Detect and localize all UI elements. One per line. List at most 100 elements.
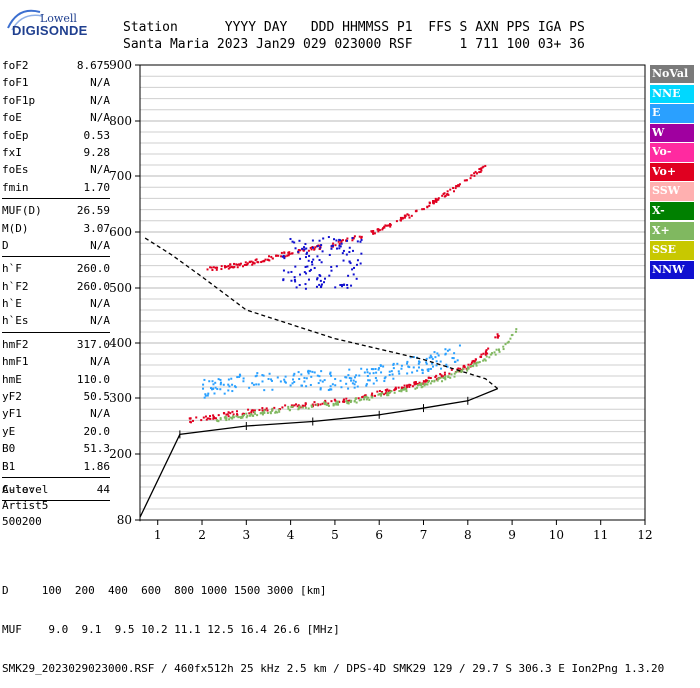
data-point <box>395 220 398 223</box>
data-point <box>220 265 223 268</box>
data-point <box>452 187 455 190</box>
data-point <box>353 400 356 403</box>
data-point <box>348 251 351 254</box>
data-point <box>378 389 381 392</box>
legend-item-nne: NNE <box>650 84 694 103</box>
data-point <box>507 340 510 343</box>
data-point <box>341 239 344 242</box>
data-point <box>304 265 307 268</box>
data-point <box>342 398 345 401</box>
data-point <box>244 261 247 264</box>
data-point <box>269 411 272 414</box>
data-point <box>390 390 393 393</box>
data-point <box>353 235 356 238</box>
data-point <box>227 415 230 418</box>
data-point <box>454 360 457 363</box>
data-point <box>473 362 476 365</box>
data-point <box>449 376 452 379</box>
data-point <box>372 231 375 234</box>
data-point <box>303 246 306 249</box>
data-point <box>336 400 339 403</box>
data-point <box>408 366 411 369</box>
data-point <box>216 388 219 391</box>
data-point <box>496 335 499 338</box>
data-point <box>345 253 348 256</box>
data-point <box>320 261 323 264</box>
data-point <box>316 245 319 248</box>
data-point <box>257 383 260 386</box>
data-point <box>429 354 432 357</box>
data-point <box>227 389 230 392</box>
data-point <box>368 372 371 375</box>
data-point <box>231 383 234 386</box>
data-point <box>339 245 342 248</box>
data-point <box>377 230 380 233</box>
data-point <box>309 246 312 249</box>
data-point <box>456 370 459 373</box>
data-point <box>440 374 443 377</box>
data-point <box>451 357 454 360</box>
data-point <box>203 378 206 381</box>
data-point <box>294 265 297 268</box>
data-point <box>303 380 306 383</box>
data-point <box>322 237 325 240</box>
data-point <box>347 374 350 377</box>
data-point <box>299 406 302 409</box>
param-label: MUF(D) <box>2 204 42 218</box>
data-point <box>278 408 281 411</box>
data-point <box>349 401 352 404</box>
param-value: N/A <box>90 111 110 125</box>
data-point <box>353 266 356 269</box>
data-point <box>241 416 244 419</box>
data-point <box>212 387 215 390</box>
data-point <box>345 400 348 403</box>
data-point <box>239 416 242 419</box>
data-point <box>367 396 370 399</box>
data-point <box>407 214 410 217</box>
data-point <box>375 371 378 374</box>
data-point <box>432 199 435 202</box>
data-point <box>220 268 223 271</box>
data-point <box>418 383 421 386</box>
data-point <box>232 415 235 418</box>
param-value: 0.53 <box>83 128 111 142</box>
data-point <box>298 377 301 380</box>
data-point <box>436 352 439 355</box>
data-point <box>506 341 509 344</box>
data-point <box>439 376 442 379</box>
data-point <box>441 380 444 383</box>
data-point <box>282 254 285 257</box>
param-label: foF1p <box>2 93 36 107</box>
data-point <box>377 228 380 231</box>
data-point <box>353 376 356 379</box>
param-label: foF2 <box>2 59 29 72</box>
data-point <box>227 264 230 267</box>
data-point <box>431 365 434 368</box>
data-point <box>474 358 477 361</box>
data-point <box>471 360 474 363</box>
legend-item-x: X- <box>650 202 694 221</box>
data-point <box>212 416 215 419</box>
auto-code: 500200 <box>2 515 42 528</box>
param-row: B0 51.3 <box>2 440 110 457</box>
data-point <box>298 405 301 408</box>
data-point <box>405 390 408 393</box>
data-point <box>398 372 401 375</box>
x-tick-label: 8 <box>464 528 472 542</box>
y-tick-label: 400 <box>109 336 132 350</box>
param-label: hmF2 <box>2 337 29 351</box>
data-point <box>435 200 438 203</box>
data-point <box>293 372 296 375</box>
data-point <box>342 400 345 403</box>
data-point <box>297 371 300 374</box>
data-point <box>306 251 309 254</box>
data-point <box>189 417 192 420</box>
data-point <box>293 404 296 407</box>
data-point <box>393 388 396 391</box>
param-label: foEp <box>2 128 29 142</box>
data-point <box>412 356 415 359</box>
data-point <box>266 258 269 261</box>
data-point <box>363 371 366 374</box>
data-point <box>352 236 355 239</box>
data-point <box>446 365 449 368</box>
